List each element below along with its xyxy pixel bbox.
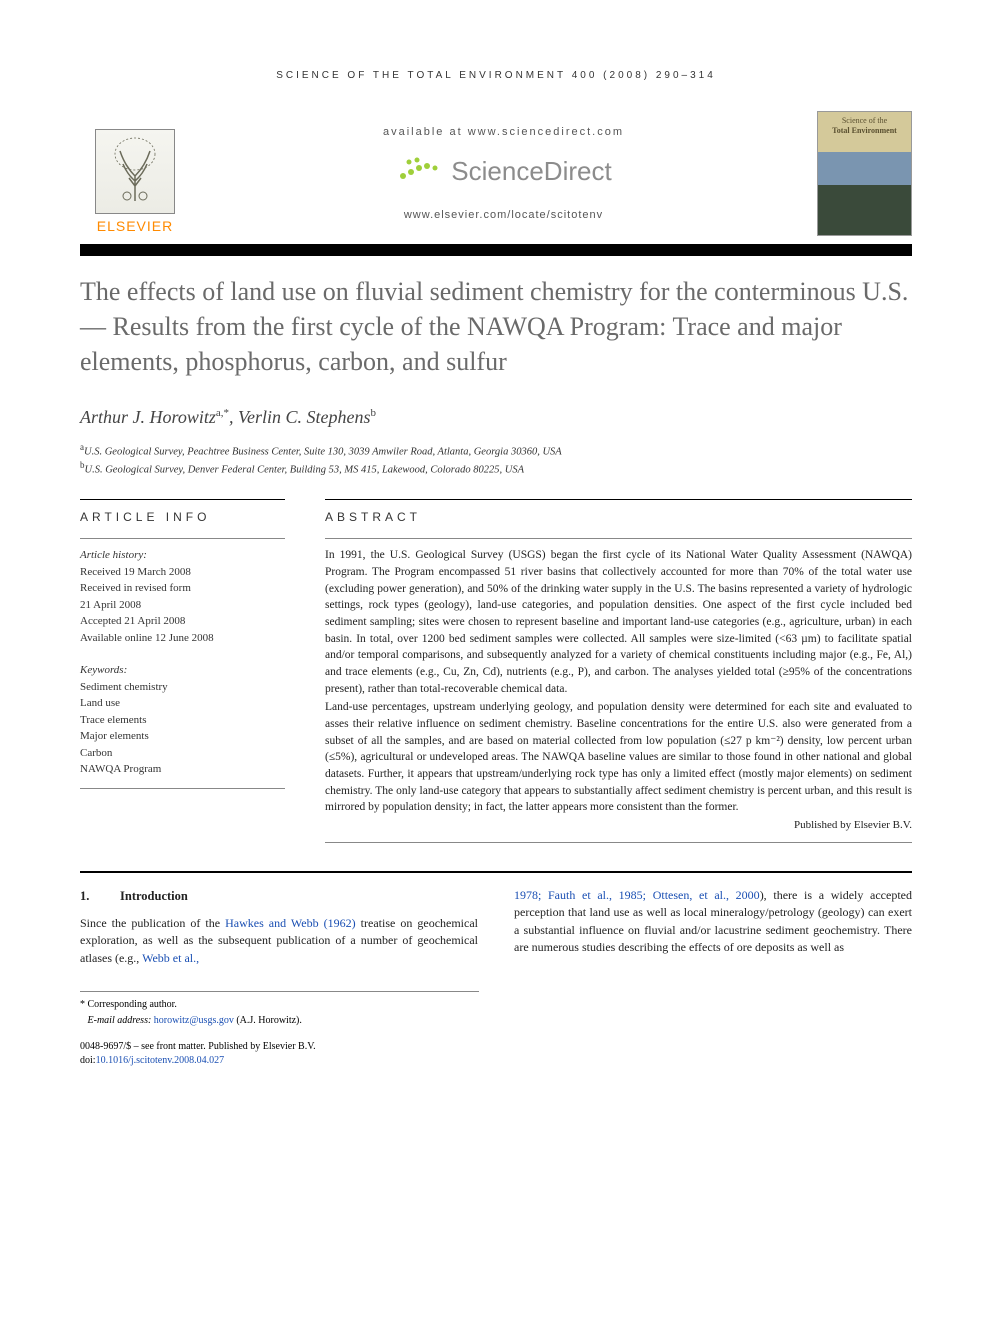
affiliation-a: aU.S. Geological Survey, Peachtree Busin… (80, 442, 912, 458)
title-rule (80, 244, 912, 256)
doi-label: doi: (80, 1055, 96, 1066)
journal-cover-thumb: Science of the Total Environment (817, 111, 912, 236)
email-link[interactable]: horowitz@usgs.gov (154, 1015, 234, 1026)
page: SCIENCE OF THE TOTAL ENVIRONMENT 400 (20… (0, 0, 992, 1108)
section-1-num: 1. (80, 887, 120, 905)
history-accepted: Accepted 21 April 2008 (80, 615, 185, 627)
elsevier-tree-icon (95, 129, 175, 214)
body-col-2: 1978; Fauth et al., 1985; Ottesen, et al… (514, 887, 912, 967)
doi-link[interactable]: 10.1016/j.scitotenv.2008.04.027 (96, 1055, 225, 1066)
corresponding-author-note: * Corresponding author. (80, 998, 479, 1012)
cover-title: Science of the Total Environment (818, 112, 911, 152)
abstract-p1: In 1991, the U.S. Geological Survey (USG… (325, 547, 912, 697)
keyword-4: Carbon (80, 747, 112, 759)
elsevier-logo: ELSEVIER (80, 114, 190, 234)
body-text-1a: Since the publication of the (80, 916, 225, 930)
abstract-body: In 1991, the U.S. Geological Survey (USG… (325, 538, 912, 843)
article-history: Article history: Received 19 March 2008 … (80, 538, 285, 646)
footnotes: * Corresponding author. E-mail address: … (80, 991, 479, 1028)
citation-link-hawkes[interactable]: Hawkes and Webb (1962) (225, 916, 356, 930)
abstract-col: ABSTRACT In 1991, the U.S. Geological Su… (325, 499, 912, 843)
cover-image (818, 152, 911, 235)
citation-link-webb[interactable]: Webb et al., (142, 951, 199, 965)
sciencedirect-wordmark: ScienceDirect (451, 156, 611, 187)
abstract-head: ABSTRACT (325, 499, 912, 530)
section-1-head: 1. Introduction (80, 887, 478, 905)
article-info-head: ARTICLE INFO (80, 499, 285, 530)
body-p2: 1978; Fauth et al., 1985; Ottesen, et al… (514, 887, 912, 957)
citation-link-multi[interactable]: 1978; Fauth et al., 1985; Ottesen, et al… (514, 888, 760, 902)
body-columns: 1. Introduction Since the publication of… (80, 871, 912, 967)
affil-a-text: U.S. Geological Survey, Peachtree Busine… (84, 447, 562, 458)
authors: Arthur J. Horowitza,*, Verlin C. Stephen… (80, 407, 912, 428)
author-1: Arthur J. Horowitz (80, 407, 216, 427)
cover-title-line2: Total Environment (820, 126, 909, 136)
email-after: (A.J. Horowitz). (234, 1015, 302, 1026)
history-label: Article history: (80, 549, 147, 561)
history-online: Available online 12 June 2008 (80, 632, 214, 644)
sciencedirect-logo: ScienceDirect (210, 156, 797, 187)
sciencedirect-dots-icon (395, 156, 445, 187)
email-note: E-mail address: horowitz@usgs.gov (A.J. … (80, 1014, 479, 1028)
affil-b-text: U.S. Geological Survey, Denver Federal C… (85, 464, 524, 475)
body-p1: Since the publication of the Hawkes and … (80, 915, 478, 967)
doi-line: doi:10.1016/j.scitotenv.2008.04.027 (80, 1054, 912, 1068)
journal-url: www.elsevier.com/locate/scitotenv (210, 209, 797, 221)
publisher-header: ELSEVIER available at www.sciencedirect.… (80, 111, 912, 236)
cover-title-line1: Science of the (820, 116, 909, 126)
article-title: The effects of land use on fluvial sedim… (80, 274, 912, 379)
keywords-label: Keywords: (80, 664, 127, 676)
header-center: available at www.sciencedirect.com Scien… (190, 126, 817, 221)
article-info-col: ARTICLE INFO Article history: Received 1… (80, 499, 285, 843)
elsevier-wordmark: ELSEVIER (97, 218, 173, 234)
keywords-block: Keywords: Sediment chemistry Land use Tr… (80, 662, 285, 789)
available-at-line: available at www.sciencedirect.com (210, 126, 797, 138)
history-revised-date: 21 April 2008 (80, 599, 141, 611)
history-revised-label: Received in revised form (80, 582, 191, 594)
keyword-1: Land use (80, 697, 120, 709)
abstract-publisher: Published by Elsevier B.V. (325, 818, 912, 843)
author-2: , Verlin C. Stephens (229, 407, 371, 427)
meta-row: ARTICLE INFO Article history: Received 1… (80, 499, 912, 843)
history-received: Received 19 March 2008 (80, 566, 191, 578)
keyword-3: Major elements (80, 730, 149, 742)
copyright-line: 0048-9697/$ – see front matter. Publishe… (80, 1040, 912, 1054)
abstract-p2: Land-use percentages, upstream underlyin… (325, 699, 912, 816)
keyword-2: Trace elements (80, 714, 147, 726)
affiliation-b: bU.S. Geological Survey, Denver Federal … (80, 460, 912, 476)
body-col-1: 1. Introduction Since the publication of… (80, 887, 478, 967)
email-label: E-mail address: (88, 1015, 154, 1026)
running-head: SCIENCE OF THE TOTAL ENVIRONMENT 400 (20… (80, 70, 912, 81)
section-1-title: Introduction (120, 887, 188, 905)
author-2-affil-sup: b (370, 407, 376, 419)
keyword-0: Sediment chemistry (80, 681, 168, 693)
copyright-block: 0048-9697/$ – see front matter. Publishe… (80, 1040, 912, 1068)
keyword-5: NAWQA Program (80, 763, 161, 775)
